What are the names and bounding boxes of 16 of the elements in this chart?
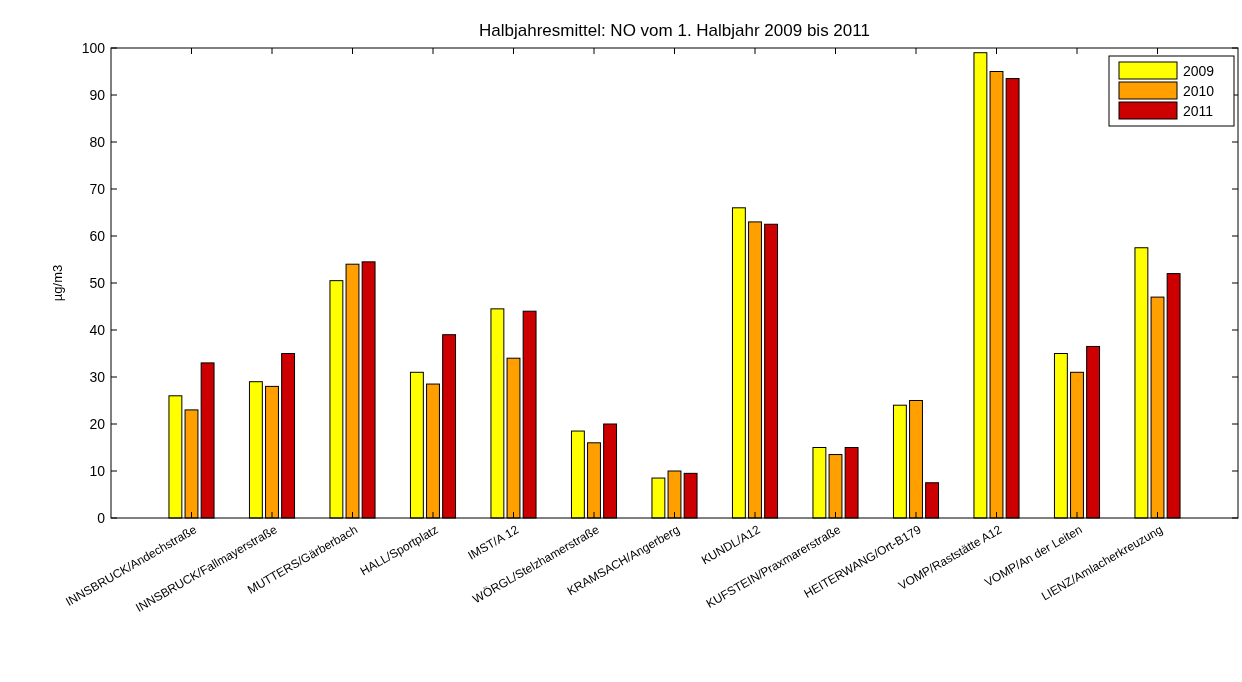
legend-label: 2010 [1183, 82, 1215, 99]
y-tick-label: 40 [89, 321, 106, 338]
y-tick-label: 20 [89, 415, 106, 432]
y-tick-label: 30 [89, 368, 106, 385]
y-tick-label: 70 [89, 180, 106, 197]
y-tick-label: 10 [89, 462, 106, 479]
y-tick-label: 100 [81, 39, 106, 56]
chart-title: Halbjahresmittel: NO vom 1. Halbjahr 2009 bis 2011 [479, 21, 870, 40]
legend-label: 2011 [1183, 102, 1214, 119]
y-tick-label: 0 [97, 509, 106, 526]
y-tick-label: 80 [89, 133, 106, 150]
y-axis-title: µg/m3 [50, 264, 65, 302]
legend-label: 2009 [1183, 62, 1215, 79]
y-tick-label: 90 [89, 86, 106, 103]
y-tick-label: 60 [89, 227, 106, 244]
y-tick-label: 50 [89, 274, 106, 291]
